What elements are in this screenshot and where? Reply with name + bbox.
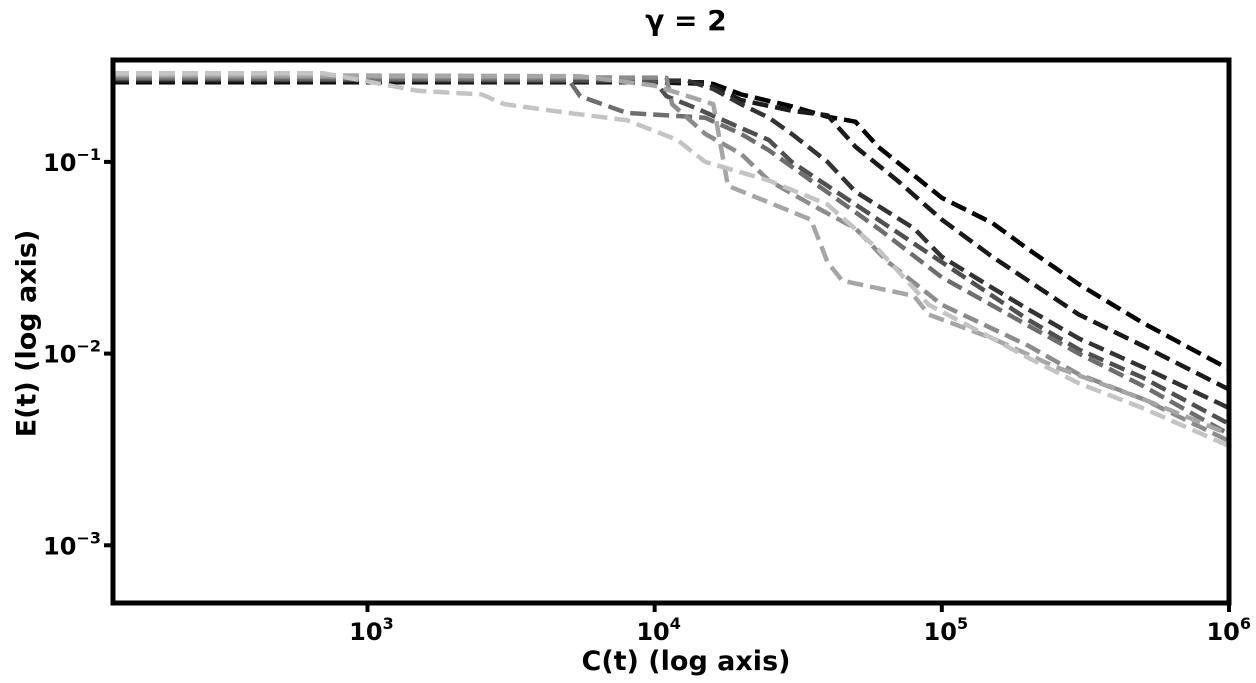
- series-line-7: [113, 72, 1229, 437]
- x-axis-label: C(t) (log axis): [582, 646, 791, 677]
- series-line-8: [113, 70, 1229, 448]
- series-line-1: [113, 80, 1229, 372]
- series-line-3: [113, 76, 1229, 411]
- series-line-5: [113, 75, 1229, 437]
- y-tick-label-2: 10−2: [43, 337, 101, 369]
- x-tick-label-2: 104: [636, 614, 681, 646]
- y-tick-label-3: 10−3: [43, 528, 101, 560]
- chart-title: γ = 2: [645, 4, 727, 37]
- x-tick-label-4: 106: [1206, 614, 1251, 646]
- x-tick-label-1: 103: [349, 614, 394, 646]
- series-line-6: [113, 73, 1229, 444]
- plot-frame: [110, 57, 1232, 606]
- series-line-2: [113, 78, 1229, 392]
- series-line-4: [113, 76, 1229, 426]
- series-layer: [113, 70, 1229, 448]
- tick-layer: 103 104 105 106 10−1 10−2 10−3: [43, 145, 1251, 646]
- y-tick-label-1: 10−1: [43, 145, 101, 177]
- y-axis-label: E(t) (log axis): [12, 230, 43, 438]
- x-tick-label-3: 105: [924, 614, 969, 646]
